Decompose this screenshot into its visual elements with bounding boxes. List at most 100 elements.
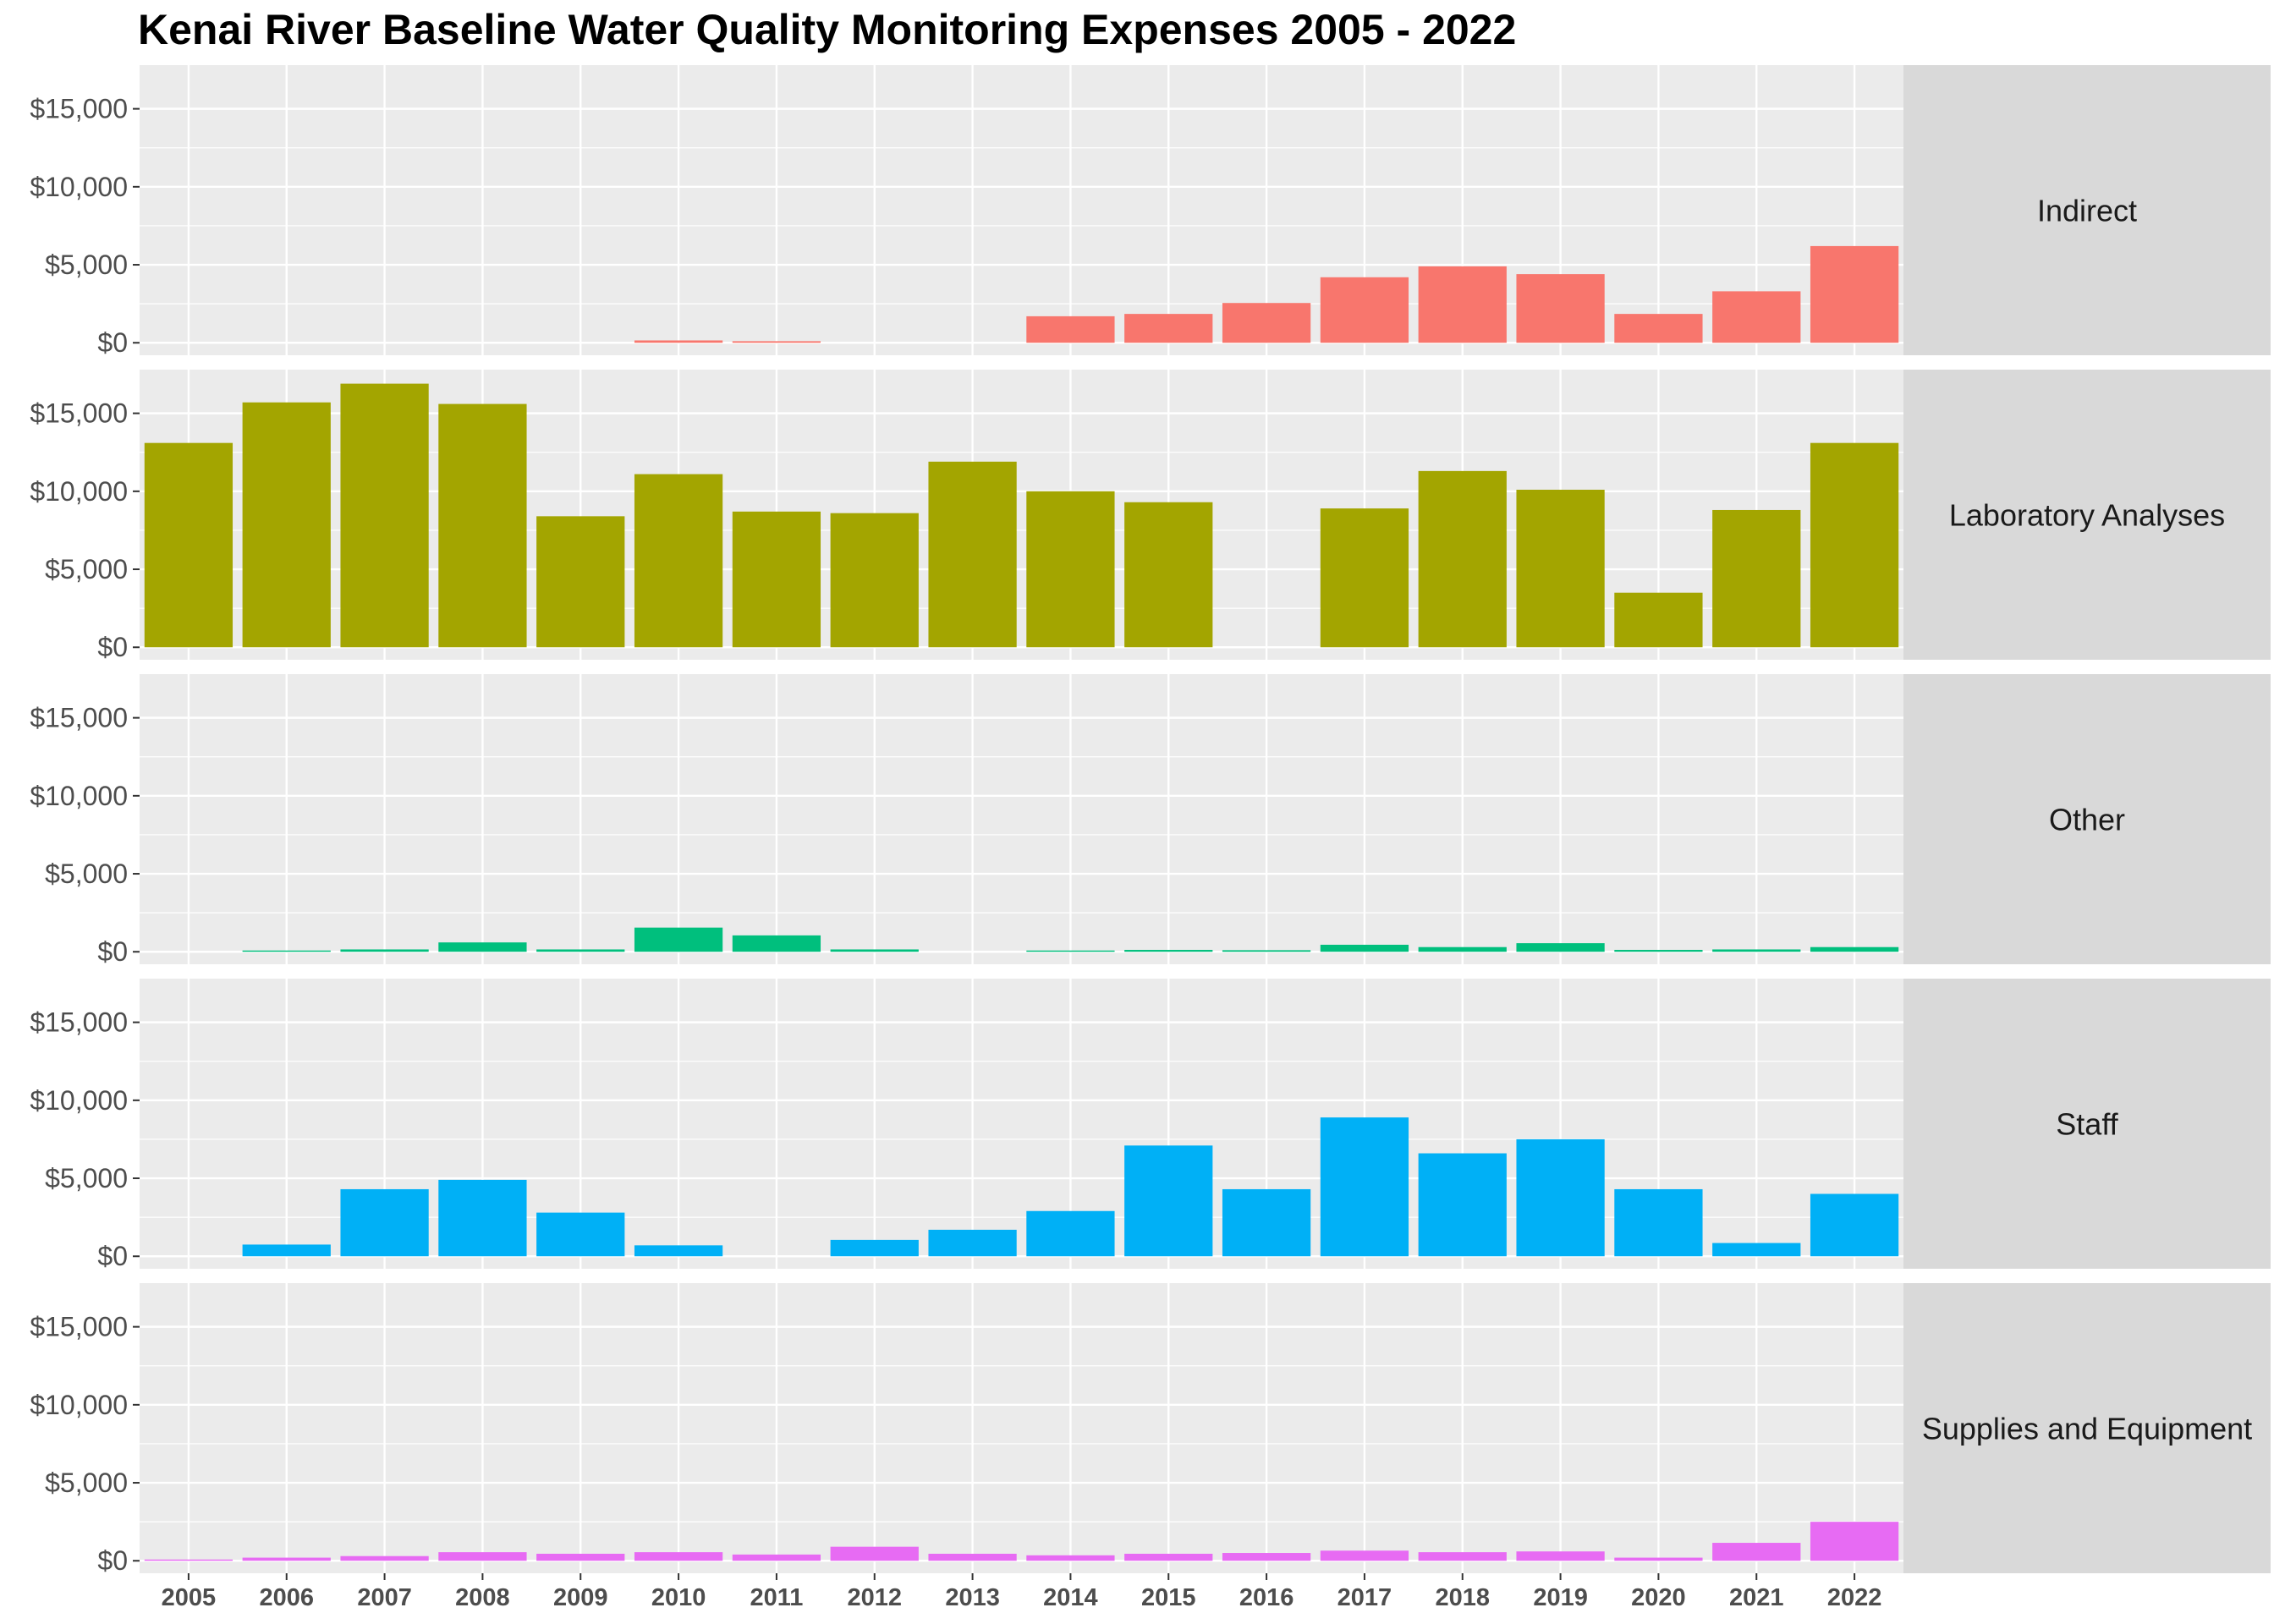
bar-staff-2006: [242, 1244, 331, 1257]
bar-laboratory-analyses-2011: [732, 511, 821, 648]
bar-supplies-and-equipment-2011: [732, 1554, 821, 1561]
bar-other-2012: [830, 949, 919, 952]
panel-background: [140, 674, 1903, 964]
y-tick-label: $5,000: [45, 250, 128, 280]
facet-strip: [1903, 65, 2271, 355]
facet-strip: [1903, 1283, 2271, 1573]
bar-laboratory-analyses-2014: [1026, 491, 1115, 648]
facet-strip-label: Other: [2049, 803, 2125, 837]
y-tick-label: $5,000: [45, 1468, 128, 1498]
bar-supplies-and-equipment-2020: [1614, 1557, 1703, 1561]
x-tick-label-2007: 2007: [357, 1584, 412, 1611]
bar-staff-2010: [634, 1245, 723, 1257]
facet-panels: $0 $5,000 $10,000 $15,000 Indirect $0 $5,000 $1…: [30, 65, 2271, 1576]
x-tick-label-2014: 2014: [1043, 1584, 1098, 1611]
bar-supplies-and-equipment-2006: [242, 1557, 331, 1561]
bar-other-2018: [1418, 946, 1507, 952]
bar-staff-2007: [340, 1188, 429, 1257]
bar-supplies-and-equipment-2021: [1712, 1543, 1801, 1561]
y-tick-label: $15,000: [30, 1312, 128, 1342]
bar-laboratory-analyses-2009: [536, 516, 625, 648]
bar-laboratory-analyses-2013: [928, 461, 1017, 648]
bar-laboratory-analyses-2010: [634, 474, 723, 648]
chart-title: Kenai River Baseline Water Quality Monit…: [138, 6, 1516, 53]
bar-indirect-2011: [732, 341, 821, 343]
facet-supplies-and-equipment: $0 $5,000 $10,000 $15,000 Supplies and Equip…: [30, 1283, 2271, 1576]
y-tick-label: $15,000: [30, 94, 128, 124]
bar-other-2017: [1320, 944, 1409, 952]
x-tick-label-2022: 2022: [1827, 1584, 1882, 1611]
panel-background: [140, 65, 1903, 355]
y-tick-label: $10,000: [30, 1085, 128, 1116]
bar-staff-2014: [1026, 1210, 1115, 1257]
bar-indirect-2021: [1712, 291, 1801, 343]
bar-supplies-and-equipment-2016: [1222, 1553, 1311, 1561]
y-tick-label: $15,000: [30, 398, 128, 429]
bar-other-2008: [438, 942, 527, 952]
bar-staff-2016: [1222, 1188, 1311, 1257]
x-tick-label-2021: 2021: [1729, 1584, 1784, 1611]
x-tick-label-2020: 2020: [1631, 1584, 1686, 1611]
x-tick-label-2009: 2009: [553, 1584, 608, 1611]
bar-indirect-2017: [1320, 277, 1409, 343]
y-tick-label: $5,000: [45, 859, 128, 889]
bar-supplies-and-equipment-2009: [536, 1553, 625, 1561]
bar-other-2015: [1124, 950, 1213, 952]
bar-supplies-and-equipment-2013: [928, 1553, 1017, 1561]
bar-other-2007: [340, 949, 429, 952]
bar-other-2009: [536, 949, 625, 952]
facet-strip-label: Laboratory Analyses: [1949, 498, 2225, 533]
panel-background: [140, 979, 1903, 1269]
y-tick-label: $15,000: [30, 1007, 128, 1038]
bar-indirect-2016: [1222, 303, 1311, 343]
bar-laboratory-analyses-2019: [1516, 489, 1605, 648]
bar-indirect-2018: [1418, 266, 1507, 343]
x-tick-label-2013: 2013: [945, 1584, 1000, 1611]
bar-other-2010: [634, 927, 723, 952]
bar-staff-2012: [830, 1239, 919, 1257]
x-axis: 2005 2006 2007 2008 2009 2010 2011 2012 2013 2014…: [162, 1573, 1882, 1611]
bar-staff-2017: [1320, 1117, 1409, 1257]
bar-other-2019: [1516, 943, 1605, 952]
bar-supplies-and-equipment-2019: [1516, 1551, 1605, 1561]
facet-strip: [1903, 370, 2271, 660]
y-tick-label: $0: [97, 1545, 128, 1576]
bar-supplies-and-equipment-2017: [1320, 1550, 1409, 1561]
bar-laboratory-analyses-2007: [340, 383, 429, 648]
x-tick-label-2011: 2011: [750, 1584, 803, 1611]
bar-laboratory-analyses-2006: [242, 402, 331, 648]
bar-staff-2022: [1810, 1193, 1899, 1257]
bar-supplies-and-equipment-2015: [1124, 1553, 1213, 1561]
bar-indirect-2014: [1026, 315, 1115, 343]
bar-other-2006: [242, 950, 331, 952]
y-tick-label: $0: [97, 632, 128, 662]
bar-other-2016: [1222, 950, 1311, 952]
x-tick-label-2019: 2019: [1533, 1584, 1588, 1611]
bar-laboratory-analyses-2021: [1712, 509, 1801, 648]
bar-laboratory-analyses-2020: [1614, 592, 1703, 648]
facet-laboratory-analyses: $0 $5,000 $10,000 $15,000 Laboratory Analyse…: [30, 370, 2271, 662]
bar-supplies-and-equipment-2014: [1026, 1555, 1115, 1561]
y-tick-label: $10,000: [30, 781, 128, 811]
facet-strip-label: Staff: [2056, 1107, 2118, 1142]
x-tick-label-2017: 2017: [1337, 1584, 1392, 1611]
bar-laboratory-analyses-2015: [1124, 502, 1213, 648]
bar-supplies-and-equipment-2005: [144, 1559, 233, 1561]
bar-laboratory-analyses-2017: [1320, 508, 1409, 648]
y-tick-label: $5,000: [45, 1163, 128, 1193]
y-tick-label: $10,000: [30, 476, 128, 507]
bar-staff-2020: [1614, 1188, 1703, 1257]
facet-staff: $0 $5,000 $10,000 $15,000 Staff: [30, 979, 2271, 1271]
y-tick-label: $15,000: [30, 703, 128, 733]
bar-other-2011: [732, 935, 821, 952]
x-tick-label-2016: 2016: [1239, 1584, 1294, 1611]
x-tick-label-2015: 2015: [1141, 1584, 1196, 1611]
facet-strip-label: Indirect: [2037, 194, 2137, 228]
bar-staff-2021: [1712, 1243, 1801, 1257]
bar-laboratory-analyses-2008: [438, 403, 527, 648]
facet-indirect: $0 $5,000 $10,000 $15,000 Indirect: [30, 65, 2271, 358]
bar-staff-2008: [438, 1179, 527, 1257]
bar-supplies-and-equipment-2010: [634, 1552, 723, 1561]
bar-laboratory-analyses-2018: [1418, 470, 1507, 648]
